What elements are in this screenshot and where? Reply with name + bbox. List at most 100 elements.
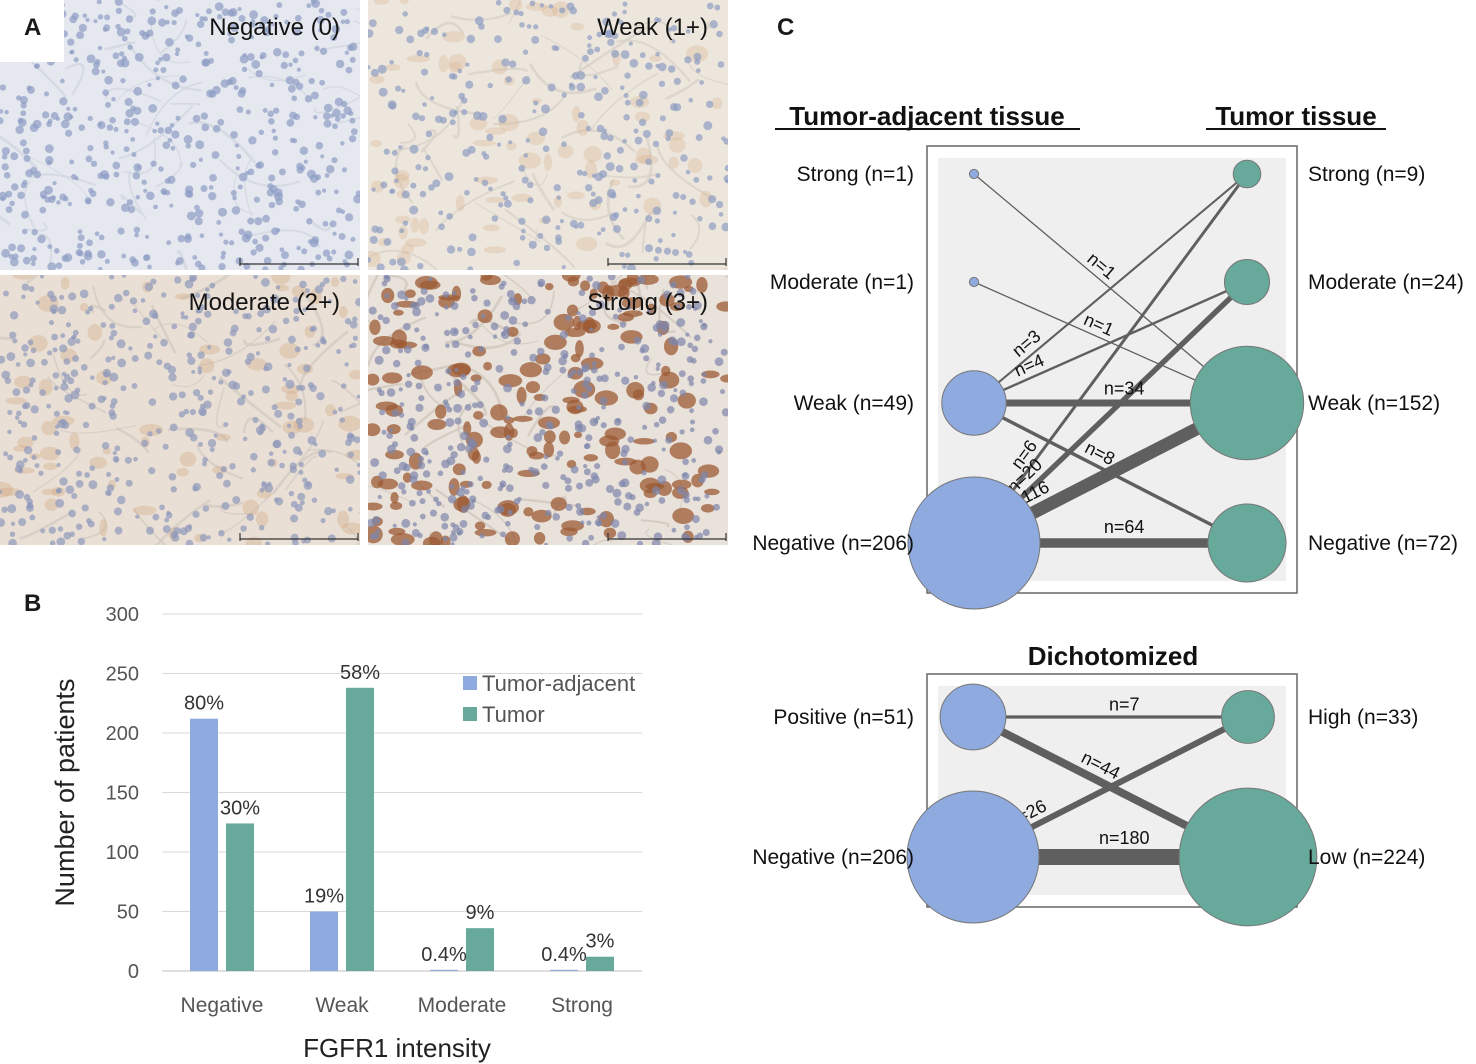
stained-cytoplasm	[559, 430, 571, 445]
cell-nucleus	[133, 226, 141, 234]
cell-nucleus	[398, 412, 405, 418]
cell-nucleus	[350, 128, 358, 136]
cell-nucleus	[14, 415, 20, 420]
cell-nucleus	[323, 112, 331, 120]
cell-nucleus	[285, 379, 295, 389]
cell-nucleus	[352, 335, 359, 341]
cell-nucleus	[131, 152, 137, 158]
stained-cytoplasm	[607, 323, 620, 330]
cell-nucleus	[415, 164, 422, 171]
cell-nucleus	[274, 409, 283, 418]
tissue-fiber	[605, 217, 649, 249]
micrograph-label-weak: Weak (1+)	[597, 14, 708, 41]
cell-nucleus	[239, 87, 247, 95]
tissue-fiber	[0, 336, 14, 341]
cell-nucleus	[420, 335, 426, 341]
stained-cytoplasm	[291, 285, 307, 298]
cell-nucleus	[244, 170, 250, 176]
cell-nucleus	[268, 201, 276, 209]
cell-nucleus	[607, 134, 614, 142]
tissue-fiber	[400, 122, 416, 144]
cell-nucleus	[169, 122, 175, 128]
cell-nucleus	[79, 259, 86, 265]
cell-nucleus	[67, 38, 75, 46]
cell-nucleus	[275, 228, 281, 233]
cell-nucleus	[602, 128, 607, 134]
cell-nucleus	[330, 113, 335, 118]
cell-nucleus	[614, 371, 621, 377]
cell-nucleus	[692, 301, 702, 311]
cell-nucleus	[271, 128, 277, 134]
cell-nucleus	[303, 345, 309, 351]
cell-nucleus	[353, 436, 360, 444]
cell-nucleus	[560, 474, 567, 481]
cell-nucleus	[693, 534, 699, 540]
cell-nucleus	[218, 207, 227, 217]
cell-nucleus	[643, 355, 650, 362]
cell-nucleus	[209, 447, 215, 453]
stained-cytoplasm	[566, 304, 579, 317]
cell-nucleus	[148, 398, 157, 406]
cell-nucleus	[223, 239, 229, 245]
cell-nucleus	[168, 392, 178, 401]
cell-nucleus	[297, 423, 303, 429]
tissue-fiber	[172, 374, 205, 388]
cell-nucleus	[590, 191, 596, 197]
cell-nucleus	[355, 190, 360, 197]
cell-nucleus	[396, 257, 406, 267]
cell-nucleus	[67, 201, 73, 207]
cell-nucleus	[254, 217, 263, 226]
cell-nucleus	[564, 484, 573, 492]
cell-nucleus	[555, 225, 561, 231]
cell-nucleus	[368, 29, 374, 38]
cell-nucleus	[279, 168, 286, 176]
cell-nucleus	[232, 496, 241, 504]
cell-nucleus	[231, 206, 241, 215]
cell-nucleus	[660, 325, 669, 333]
tissue-fiber	[150, 304, 177, 354]
cell-nucleus	[441, 522, 449, 530]
stained-cytoplasm	[28, 334, 48, 352]
cell-nucleus	[194, 217, 203, 226]
micrograph-label-negative: Negative (0)	[209, 14, 340, 41]
cell-nucleus	[332, 409, 338, 415]
cell-nucleus	[165, 37, 174, 47]
cell-nucleus	[112, 52, 120, 60]
stained-cytoplasm	[198, 344, 221, 355]
node-tumor-adjacent	[906, 790, 1040, 924]
cell-nucleus	[148, 103, 158, 113]
cell-nucleus	[481, 151, 487, 157]
cell-nucleus	[69, 15, 77, 24]
y-tick-label: 50	[117, 902, 139, 924]
cell-nucleus	[622, 1, 628, 7]
cell-nucleus	[307, 435, 317, 445]
cell-nucleus	[718, 212, 724, 217]
cell-nucleus	[59, 344, 68, 353]
cell-nucleus	[448, 109, 457, 118]
cell-nucleus	[69, 531, 75, 537]
tissue-fiber	[368, 485, 414, 504]
cell-nucleus	[247, 217, 255, 225]
cell-nucleus	[295, 199, 301, 205]
cell-nucleus	[591, 173, 597, 178]
cell-nucleus	[383, 237, 392, 246]
cell-nucleus	[52, 180, 57, 186]
cell-nucleus	[220, 465, 227, 473]
cell-nucleus	[3, 290, 9, 297]
cell-nucleus	[106, 124, 114, 131]
cell-nucleus	[547, 83, 556, 92]
cell-nucleus	[143, 188, 148, 193]
cell-nucleus	[611, 49, 620, 58]
cell-nucleus	[665, 436, 673, 444]
cell-nucleus	[297, 450, 303, 456]
cell-nucleus	[85, 309, 91, 315]
cell-nucleus	[164, 126, 173, 135]
stained-cytoplasm	[404, 238, 427, 248]
cell-nucleus	[295, 398, 303, 406]
cell-nucleus	[171, 130, 180, 139]
tissue-fiber	[152, 323, 208, 344]
cell-nucleus	[714, 4, 721, 11]
cell-nucleus	[522, 321, 529, 328]
cell-nucleus	[315, 141, 324, 150]
bar-tumor-negative	[226, 823, 254, 971]
